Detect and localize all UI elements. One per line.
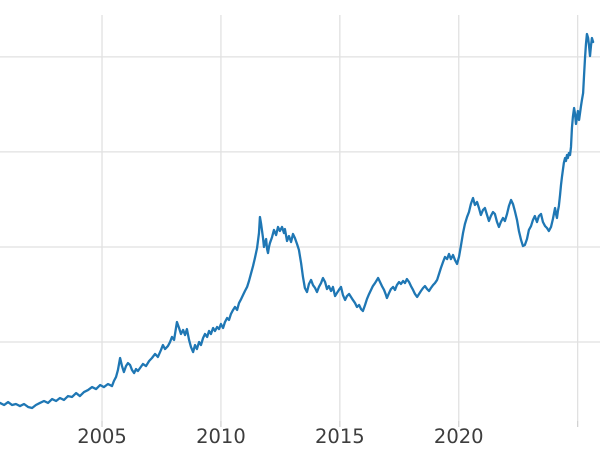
x-tick-label: 2010 <box>196 425 246 448</box>
x-tick-label: 2005 <box>77 425 127 448</box>
x-tick-label: 2020 <box>434 425 484 448</box>
x-axis-tick-labels: 2005 2010 2015 2020 <box>77 425 483 448</box>
horizontal-gridlines <box>0 56 600 343</box>
x-tick-label: 2015 <box>315 425 365 448</box>
x-axis-ticks <box>101 421 579 427</box>
vertical-gridlines <box>101 15 579 421</box>
price-line <box>0 32 595 410</box>
